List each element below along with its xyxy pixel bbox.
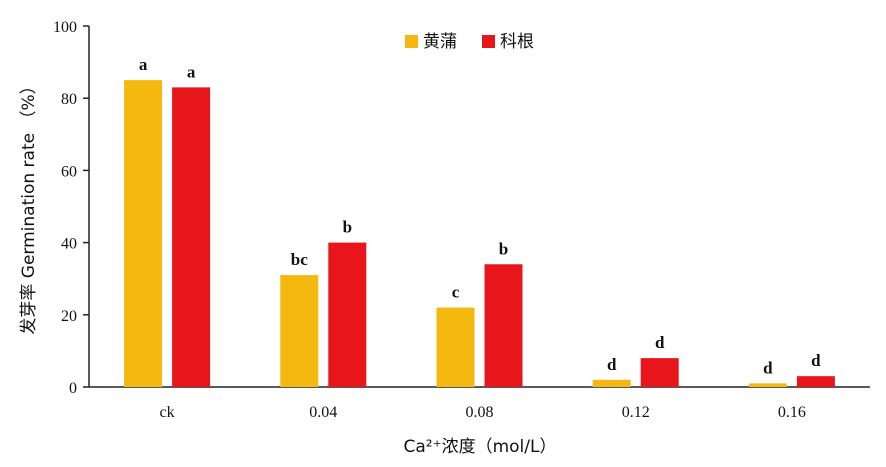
bar: [172, 87, 211, 388]
y-ticks: 0 20 40 60 80 100: [53, 19, 89, 397]
y-tick-label: 80: [61, 91, 77, 108]
bar: [328, 242, 367, 387]
bar: [796, 376, 835, 387]
bar: [640, 358, 679, 387]
legend-swatch: [482, 35, 495, 48]
data-label: d: [763, 358, 773, 377]
axes: [88, 26, 870, 388]
bar: [124, 80, 163, 388]
data-label: a: [139, 55, 148, 74]
data-label: c: [452, 283, 460, 302]
x-tick-label: ck: [160, 404, 175, 421]
x-tick-label: 0.12: [622, 404, 650, 421]
y-tick-label: 20: [61, 308, 77, 325]
legend-label: 科根: [500, 32, 534, 52]
bar: [436, 307, 475, 387]
y-tick-label: 60: [61, 163, 77, 180]
legend: 黄蒲 科根: [405, 32, 534, 52]
x-axis-title: Ca²⁺浓度（mol/L）: [404, 437, 557, 457]
bar: [484, 264, 523, 387]
data-label: d: [655, 333, 665, 352]
bar: [592, 379, 631, 387]
x-tick-label: 0.04: [309, 404, 337, 421]
data-label: d: [607, 355, 617, 374]
x-ticks: ck 0.04 0.08 0.12 0.16: [160, 404, 806, 421]
data-label: b: [499, 239, 508, 258]
y-tick-label: 40: [61, 236, 77, 253]
y-tick-label: 0: [69, 380, 77, 397]
y-axis-title: 发芽率 Germination rate （%）: [19, 77, 39, 334]
data-label: b: [343, 218, 352, 237]
data-label: a: [187, 62, 196, 81]
bar: [748, 383, 787, 387]
y-tick-label: 100: [53, 19, 77, 36]
legend-swatch: [405, 35, 418, 48]
data-label: bc: [291, 250, 308, 269]
bars: [124, 80, 835, 388]
bar: [280, 275, 319, 387]
legend-label: 黄蒲: [423, 32, 457, 52]
data-label: d: [811, 351, 821, 370]
x-tick-label: 0.08: [466, 404, 494, 421]
x-tick-label: 0.16: [778, 404, 806, 421]
data-labels: a bc c d d a b b d d: [139, 55, 821, 377]
